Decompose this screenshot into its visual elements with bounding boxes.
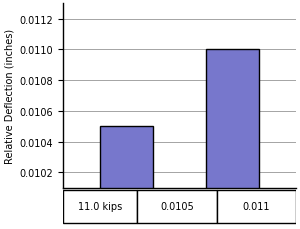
Bar [217, 190, 296, 223]
Text: 11.0 kips: 11.0 kips [78, 202, 122, 211]
Text: 0.011: 0.011 [242, 202, 270, 211]
Bar [137, 190, 217, 223]
Bar [206, 50, 259, 229]
Text: 0.0105: 0.0105 [160, 202, 194, 211]
Bar [100, 127, 153, 229]
Y-axis label: Relative Deflection (inches): Relative Deflection (inches) [4, 29, 14, 163]
Bar [63, 190, 137, 223]
